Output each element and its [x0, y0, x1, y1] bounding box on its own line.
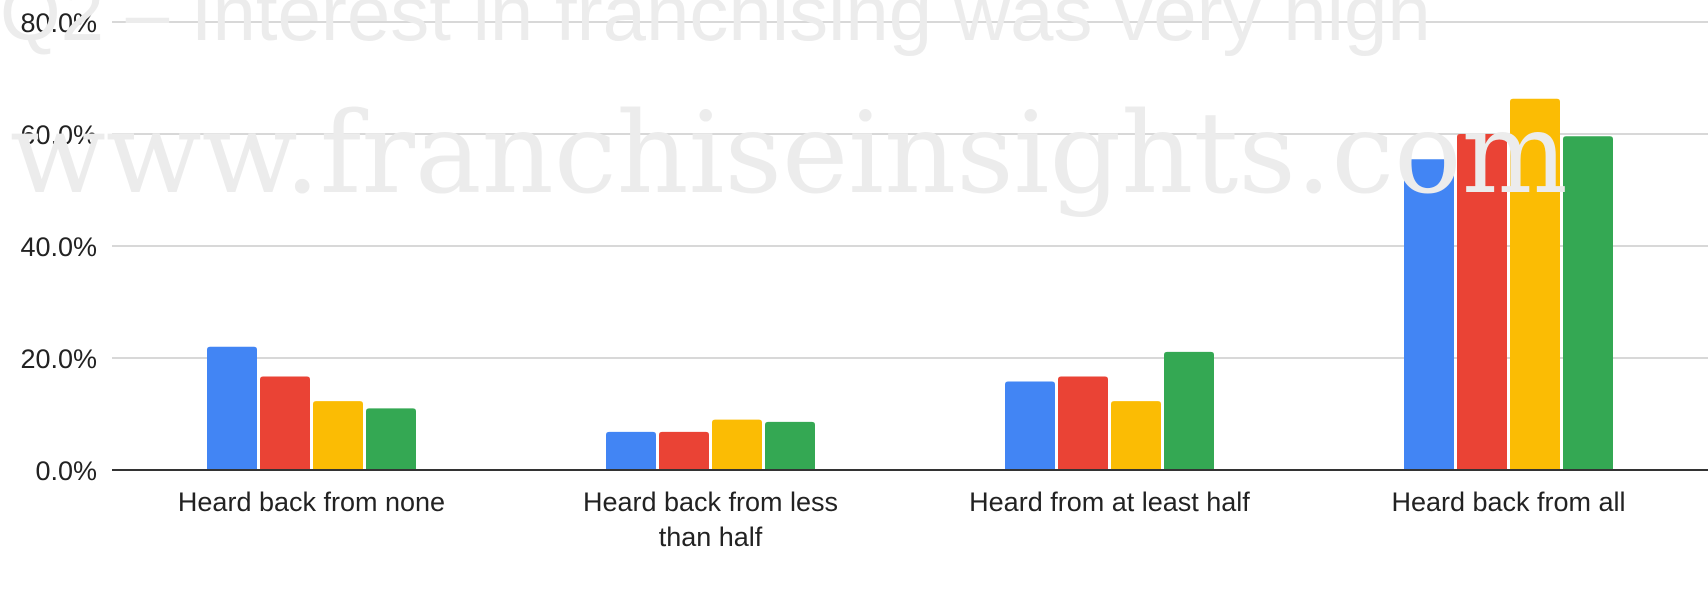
category-label: Heard back from none [178, 487, 445, 517]
bar [659, 431, 709, 470]
category-label: Heard from at least half [969, 487, 1250, 517]
bar [606, 431, 656, 470]
bar [313, 401, 363, 470]
bar [1404, 159, 1454, 470]
bar [1164, 351, 1214, 470]
y-axis: 0.0% 20.0% 40.0% 60.0% 80.0% [20, 8, 97, 486]
y-tick-label: 40.0% [20, 232, 97, 262]
bar [712, 419, 762, 470]
bar [1005, 381, 1055, 470]
bar [366, 408, 416, 470]
bar [1457, 134, 1507, 470]
y-tick-label: 60.0% [20, 120, 97, 150]
bar [207, 346, 257, 470]
x-axis: Heard back from none Heard back from less… [178, 487, 1626, 552]
bar [1563, 136, 1613, 471]
bar [260, 376, 310, 470]
watermark-title: Q2 – Interest in franchising was very hi… [0, 0, 1431, 57]
bar [765, 421, 815, 470]
category-label: Heard back from all [1391, 487, 1625, 517]
bars [207, 98, 1613, 471]
y-tick-label: 80.0% [20, 8, 97, 38]
bar [1510, 98, 1560, 470]
watermark-url: www.franchiseinsights.com [10, 89, 1568, 219]
watermark: Q2 – Interest in franchising was very hi… [0, 0, 1568, 219]
category-label: Heard back from less than half [583, 487, 838, 552]
y-tick-label: 20.0% [20, 344, 97, 374]
bar [1058, 376, 1108, 470]
bar [1111, 401, 1161, 470]
y-tick-label: 0.0% [35, 456, 97, 486]
